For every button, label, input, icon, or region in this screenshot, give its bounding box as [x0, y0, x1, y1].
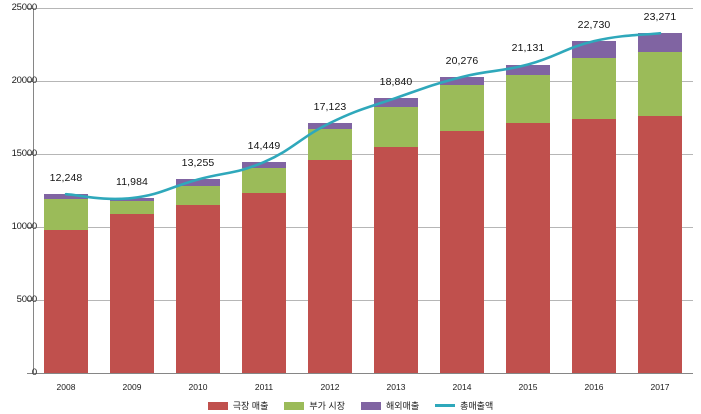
legend-item[interactable]: 총매출액	[435, 399, 493, 412]
gridline	[33, 227, 693, 228]
y-axis-tick-label: 15000	[11, 148, 38, 159]
x-axis-tick-label: 2008	[56, 382, 76, 392]
y-axis-tick	[27, 8, 33, 9]
gridline	[33, 154, 693, 155]
legend-line-icon	[435, 404, 456, 407]
legend-item[interactable]: 해외매출	[361, 399, 419, 412]
legend-color-icon	[361, 401, 381, 410]
y-axis-tick-label: 10000	[11, 221, 38, 232]
y-axis-tick-label: 0	[31, 367, 37, 378]
y-axis-tick-label: 20000	[11, 75, 38, 86]
x-axis-tick-label: 2015	[518, 382, 538, 392]
chart-legend: 극장 매출 부가 시장 해외매출 총매출액	[0, 399, 701, 412]
legend-item[interactable]: 극장 매출	[207, 399, 269, 412]
legend-color-icon	[284, 401, 305, 410]
legend-label: 총매출액	[460, 401, 494, 411]
gridline	[33, 300, 693, 301]
y-axis-tick	[27, 81, 33, 82]
x-axis-tick-label: 2014	[452, 382, 472, 392]
y-axis-tick-label: 5000	[16, 294, 38, 305]
x-axis-line	[33, 373, 693, 374]
legend-color-icon	[207, 401, 228, 410]
plot-area	[33, 8, 693, 373]
x-axis-tick-label: 2010	[188, 382, 208, 392]
legend-label: 해외매출	[386, 401, 420, 411]
y-axis-tick	[27, 300, 33, 301]
y-axis-tick-label: 25000	[11, 2, 38, 13]
gridline	[33, 81, 693, 82]
y-axis-tick	[27, 154, 33, 155]
x-axis-tick-label: 2013	[386, 382, 406, 392]
y-axis-tick	[27, 227, 33, 228]
x-axis-tick-label: 2012	[320, 382, 340, 392]
legend-item[interactable]: 부가 시장	[284, 399, 345, 412]
legend-label: 극장 매출	[232, 401, 269, 411]
gridline	[33, 8, 693, 9]
x-axis-tick-label: 2016	[584, 382, 604, 392]
x-axis-tick-label: 2011	[254, 382, 274, 392]
y-axis-tick	[27, 373, 33, 374]
x-axis-tick-label: 2009	[122, 382, 142, 392]
x-axis-tick-label: 2017	[650, 382, 670, 392]
legend-label: 부가 시장	[309, 401, 345, 411]
